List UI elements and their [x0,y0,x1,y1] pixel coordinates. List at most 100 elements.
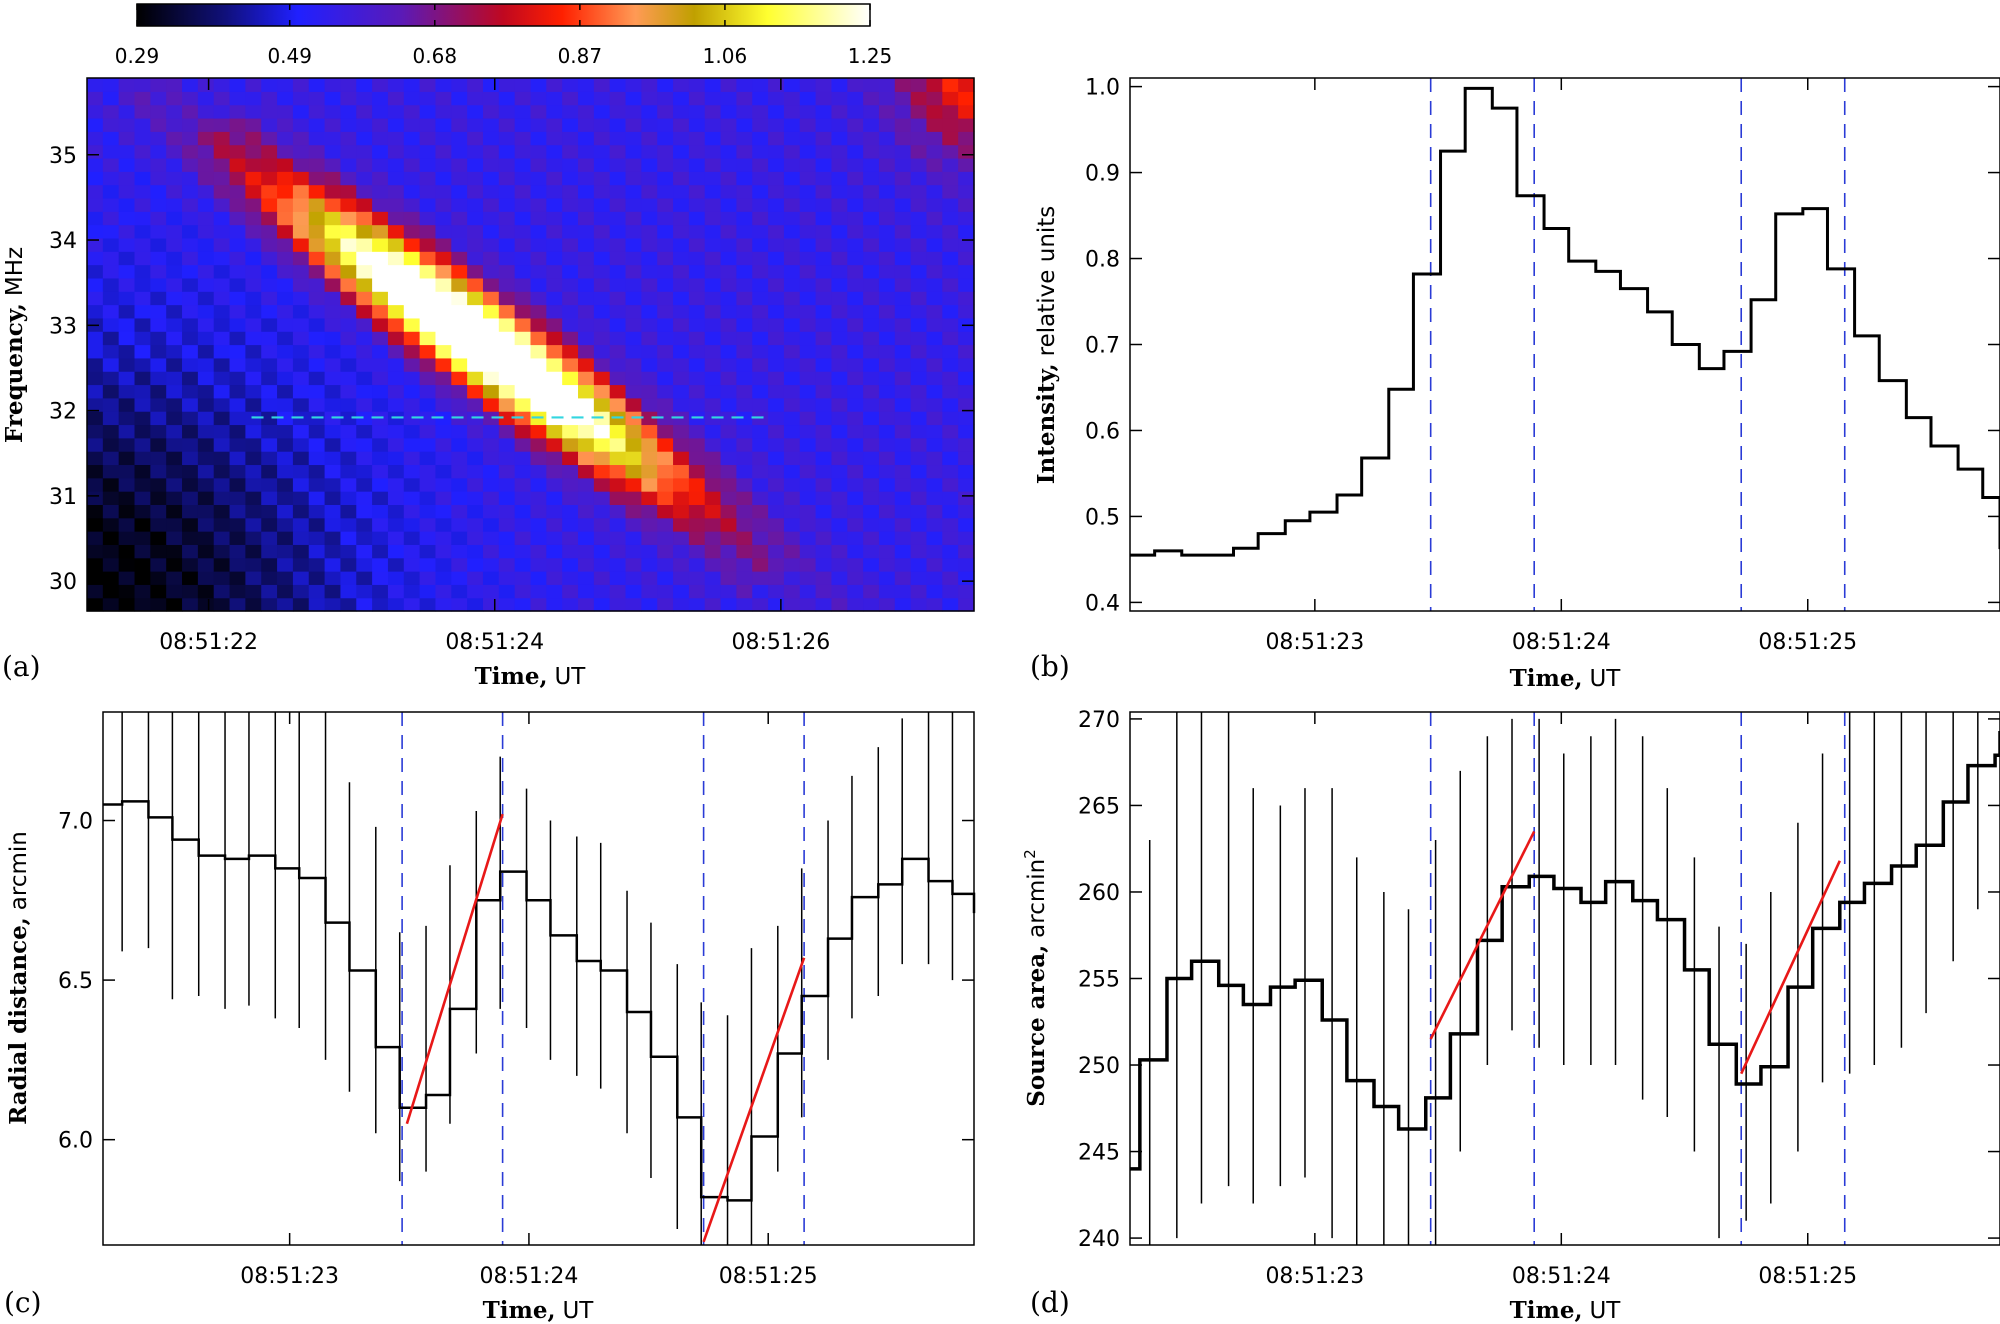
heatmap-cell [847,211,864,226]
heatmap-cell [261,491,278,505]
heatmap-cell [166,91,183,106]
heatmap-cell [356,264,373,279]
heatmap-cell [229,544,246,559]
heatmap-cell [783,597,801,612]
heatmap-cell [562,331,579,346]
heatmap-cell [340,291,357,306]
heatmap-cell [736,424,753,439]
heatmap-cell [387,304,405,319]
heatmap-cell [372,531,389,545]
heatmap-cell [609,224,627,239]
heatmap-cell [150,504,167,519]
heatmap-cell [498,517,516,532]
heatmap-cell [451,251,468,266]
heatmap-cell [245,384,262,399]
heatmap-cell [435,171,452,186]
heatmap-cell [578,491,595,505]
heatmap-cell [799,157,817,172]
heatmap-cell [134,237,151,252]
heatmap-cell [530,464,547,479]
heatmap-cell [435,411,452,426]
heatmap-cell [292,237,310,252]
heatmap-cell [910,411,928,426]
heatmap-cell [704,424,722,439]
heatmap-cell [720,584,738,599]
heatmap-cell [102,531,120,545]
heatmap-cell [657,384,674,399]
heatmap-cell [657,477,674,492]
heatmap-cell [102,544,120,559]
heatmap-cell [641,411,658,426]
heatmap-cell [134,491,151,505]
heatmap-cell [467,397,484,412]
heatmap-cell [403,317,421,332]
x-tick-label: 08:51:24 [480,1264,579,1289]
heatmap-cell [419,251,437,266]
heatmap-cell [910,144,928,159]
colorbar-tick-label: 0.68 [413,44,458,68]
heatmap-cell [387,237,405,252]
heatmap-cell [641,597,658,612]
heatmap-cell [910,464,928,479]
heatmap-cell [926,531,943,545]
heatmap-cell [609,584,627,599]
heatmap-cell [736,504,753,519]
heatmap-cell [562,597,579,612]
event-markers [401,712,805,1245]
heatmap-cell [736,211,753,226]
heatmap-cell [530,517,547,532]
heatmap-cell [799,384,817,399]
heatmap-cell [292,531,310,545]
heatmap-cell [641,451,658,466]
heatmap-cell [134,597,151,612]
heatmap-cell [150,544,167,559]
heatmap-cell [657,584,674,599]
heatmap-cell [467,437,484,452]
heatmap-cell [688,211,706,226]
heatmap-cell [435,344,452,359]
heatmap-cell [958,491,975,505]
heatmap-cell [878,557,896,572]
heatmap-cell [736,237,753,252]
heatmap-cell [673,117,690,132]
heatmap-cell [134,117,151,132]
heatmap-cell [245,184,262,199]
heatmap-cell [688,331,706,346]
heatmap-cell [799,237,817,252]
heatmap-cell [482,531,500,545]
heatmap-cell [926,131,943,146]
heatmap-cell [910,237,928,252]
heatmap-cell [578,144,595,159]
heatmap-cell [847,171,864,186]
heatmap-cell [530,437,547,452]
heatmap-cell [768,584,785,599]
heatmap-cell [197,464,215,479]
heatmap-cell [958,357,975,372]
heatmap-cell [292,117,310,132]
heatmap-cell [894,357,912,372]
heatmap-cell [546,397,563,412]
heatmap-cell [593,491,611,505]
heatmap-cell [910,184,928,199]
heatmap-cell [910,531,928,545]
heatmap-cell [213,117,231,132]
heatmap-cell [403,451,421,466]
heatmap-cell [815,78,833,92]
heatmap-cell [482,131,500,146]
heatmap-cell [261,344,278,359]
heatmap-cell [752,331,769,346]
heatmap-cell [419,304,437,319]
heatmap-cell [451,384,468,399]
heatmap-cell [308,384,326,399]
heatmap-cell [799,304,817,319]
heatmap-cell [704,531,722,545]
heatmap-cell [498,251,516,266]
heatmap-cell [419,597,437,612]
heatmap-cell [530,264,547,279]
heatmap-cell [340,531,357,545]
heatmap-cell [166,78,183,92]
heatmap-cell [102,184,120,199]
heatmap-cell [958,224,975,239]
heatmap-cell [87,211,104,226]
heatmap-cell [182,517,199,532]
